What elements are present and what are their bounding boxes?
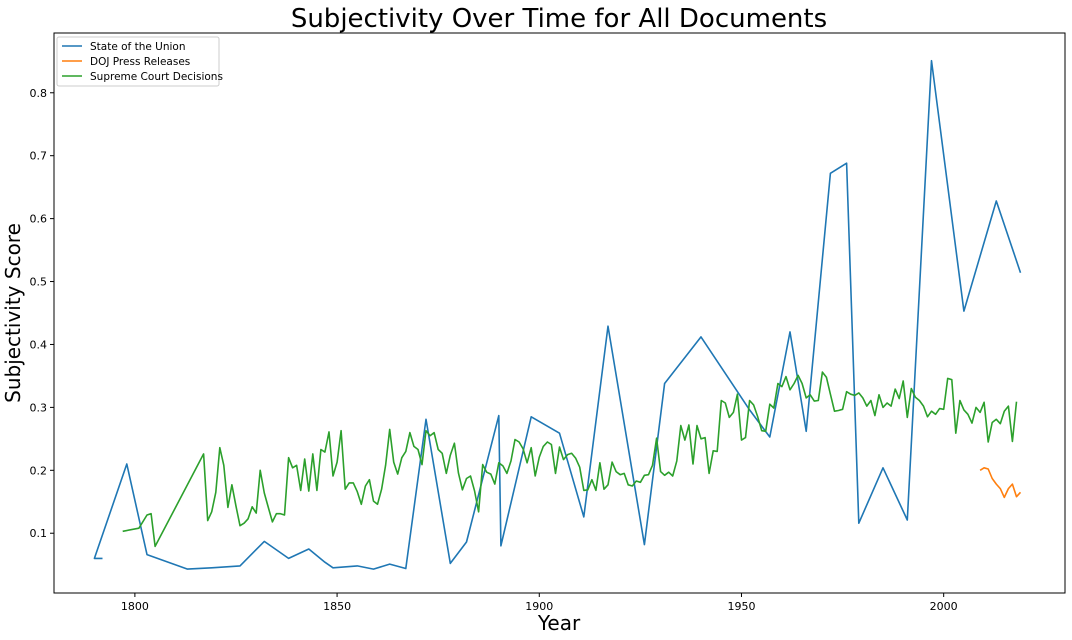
x-tick-label-1900: 1900 (525, 600, 553, 613)
y-axis-ticks: 0.1 0.2 0.3 0.4 0.5 0.6 0.7 0.8 (30, 87, 54, 540)
x-axis-ticks: 1800 1850 1900 1950 2000 (121, 593, 958, 613)
y-tick-label-0.1: 0.1 (30, 527, 48, 540)
series-lines (93, 59, 1022, 570)
y-tick-label-0.8: 0.8 (30, 87, 48, 100)
x-axis-title: Year (537, 611, 581, 635)
x-tick-label-1950: 1950 (727, 600, 755, 613)
x-tick-label-2000: 2000 (930, 600, 958, 613)
y-tick-label-0.7: 0.7 (30, 150, 48, 163)
legend-label-supreme-court-decisions: Supreme Court Decisions (90, 71, 223, 83)
y-tick-label-0.6: 0.6 (30, 213, 48, 226)
plot-area-frame (53, 32, 1066, 594)
series-line-state-of-the-union (93, 59, 1022, 570)
x-tick-label-1800: 1800 (121, 600, 149, 613)
y-tick-label-0.5: 0.5 (30, 276, 48, 289)
y-tick-label-0.4: 0.4 (30, 338, 48, 351)
legend-label-doj-press-releases: DOJ Press Releases (90, 56, 190, 68)
series-line-supreme-court-decisions (122, 371, 1018, 548)
series-line-doj-press-releases (979, 466, 1022, 499)
legend-label-state-of-the-union: State of the Union (90, 41, 186, 53)
chart-legend: State of the Union DOJ Press Releases Su… (56, 36, 223, 87)
y-axis-title: Subjectivity Score (1, 223, 25, 403)
chart-title: Subjectivity Over Time for All Documents (291, 4, 827, 34)
x-tick-label-1850: 1850 (323, 600, 351, 613)
y-tick-label-0.3: 0.3 (30, 401, 48, 414)
legend-box (56, 36, 220, 87)
y-tick-label-0.2: 0.2 (30, 464, 48, 477)
